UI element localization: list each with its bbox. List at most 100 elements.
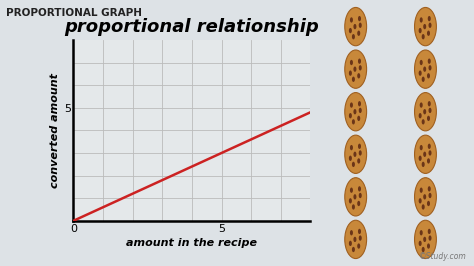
Circle shape <box>415 50 437 88</box>
Circle shape <box>358 16 361 21</box>
Circle shape <box>350 60 353 65</box>
Circle shape <box>428 193 431 198</box>
Circle shape <box>419 102 423 108</box>
Circle shape <box>345 220 366 259</box>
Circle shape <box>359 150 362 156</box>
Circle shape <box>359 235 362 241</box>
Circle shape <box>350 230 353 235</box>
Circle shape <box>358 186 361 192</box>
Circle shape <box>359 23 362 28</box>
Circle shape <box>428 150 431 156</box>
Circle shape <box>349 198 352 203</box>
Circle shape <box>427 116 430 121</box>
Circle shape <box>428 101 431 106</box>
Circle shape <box>415 220 437 259</box>
Text: PROPORTIONAL GRAPH: PROPORTIONAL GRAPH <box>7 8 143 18</box>
Circle shape <box>357 116 360 121</box>
Circle shape <box>423 237 426 242</box>
Circle shape <box>345 135 366 173</box>
Circle shape <box>427 73 430 78</box>
Circle shape <box>428 108 431 113</box>
Circle shape <box>350 102 353 108</box>
Circle shape <box>428 59 431 64</box>
Circle shape <box>352 34 355 39</box>
Circle shape <box>358 144 361 149</box>
Text: ©Study.com: ©Study.com <box>419 252 467 261</box>
Circle shape <box>349 28 352 33</box>
Circle shape <box>419 145 423 150</box>
Circle shape <box>358 59 361 64</box>
Circle shape <box>428 235 431 241</box>
Circle shape <box>427 158 430 164</box>
Circle shape <box>419 60 423 65</box>
Circle shape <box>358 229 361 234</box>
Circle shape <box>419 188 423 193</box>
Circle shape <box>428 186 431 192</box>
Circle shape <box>423 24 426 29</box>
Title: proportional relationship: proportional relationship <box>64 18 319 36</box>
Circle shape <box>349 70 352 76</box>
Circle shape <box>345 50 366 88</box>
Circle shape <box>350 188 353 193</box>
Circle shape <box>428 229 431 234</box>
Circle shape <box>357 158 360 164</box>
Circle shape <box>419 28 422 33</box>
Circle shape <box>419 198 422 203</box>
X-axis label: amount in the recipe: amount in the recipe <box>127 238 257 248</box>
Circle shape <box>345 178 366 216</box>
Circle shape <box>415 7 437 46</box>
Circle shape <box>423 152 426 157</box>
Circle shape <box>422 34 425 39</box>
Circle shape <box>419 230 423 235</box>
Circle shape <box>357 243 360 249</box>
Circle shape <box>350 145 353 150</box>
Circle shape <box>352 77 355 82</box>
Circle shape <box>359 65 362 70</box>
Circle shape <box>428 23 431 28</box>
Circle shape <box>423 194 426 200</box>
Circle shape <box>352 162 355 167</box>
Circle shape <box>427 243 430 249</box>
Circle shape <box>422 119 425 124</box>
Circle shape <box>415 178 437 216</box>
Circle shape <box>423 66 426 72</box>
Circle shape <box>357 31 360 36</box>
Circle shape <box>359 108 362 113</box>
Circle shape <box>422 204 425 210</box>
Circle shape <box>352 119 355 124</box>
Circle shape <box>358 101 361 106</box>
Circle shape <box>354 152 356 157</box>
Circle shape <box>349 156 352 161</box>
Circle shape <box>427 31 430 36</box>
Circle shape <box>357 201 360 206</box>
Circle shape <box>354 24 356 29</box>
Circle shape <box>419 156 422 161</box>
Circle shape <box>415 93 437 131</box>
Circle shape <box>419 113 422 118</box>
Circle shape <box>350 17 353 23</box>
Circle shape <box>428 16 431 21</box>
Circle shape <box>428 144 431 149</box>
Circle shape <box>345 93 366 131</box>
Circle shape <box>354 194 356 200</box>
Circle shape <box>419 241 422 246</box>
Circle shape <box>422 162 425 167</box>
Circle shape <box>354 109 356 114</box>
Circle shape <box>352 204 355 210</box>
Circle shape <box>419 70 422 76</box>
Circle shape <box>422 77 425 82</box>
Circle shape <box>428 65 431 70</box>
Circle shape <box>422 247 425 252</box>
Circle shape <box>352 247 355 252</box>
Circle shape <box>359 193 362 198</box>
Circle shape <box>354 66 356 72</box>
Circle shape <box>349 241 352 246</box>
Circle shape <box>345 7 366 46</box>
Circle shape <box>427 201 430 206</box>
Circle shape <box>357 73 360 78</box>
Circle shape <box>349 113 352 118</box>
Y-axis label: converted amount: converted amount <box>49 73 60 188</box>
Circle shape <box>354 237 356 242</box>
Circle shape <box>419 17 423 23</box>
Circle shape <box>423 109 426 114</box>
